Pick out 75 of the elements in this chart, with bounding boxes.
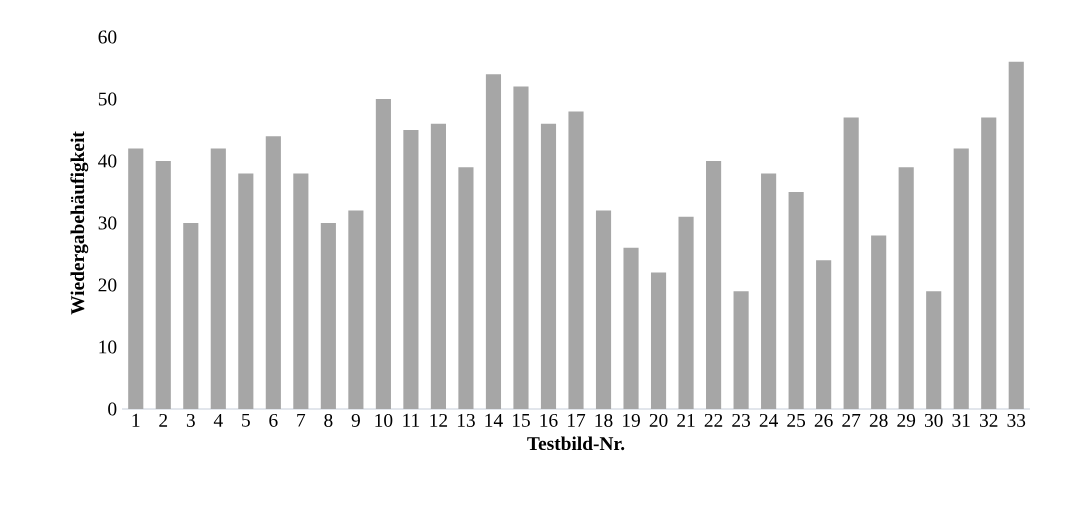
bar xyxy=(843,117,859,409)
x-tick-label: 27 xyxy=(842,413,861,427)
x-tick-label: 7 xyxy=(297,413,306,427)
x-tick-label: 23 xyxy=(732,413,751,427)
bar xyxy=(788,192,804,409)
x-tick-label: 10 xyxy=(375,413,393,427)
bar xyxy=(871,235,887,409)
bar xyxy=(733,291,749,409)
x-tick-label: 15 xyxy=(512,413,530,427)
x-axis-title: Testbild-Nr. xyxy=(527,436,625,451)
x-tick-label: 30 xyxy=(924,413,943,427)
x-tick-label: 26 xyxy=(814,413,833,427)
x-tick-label: 5 xyxy=(242,413,250,427)
y-tick-label: 50 xyxy=(98,92,117,106)
bar xyxy=(403,130,419,409)
y-tick-label: 30 xyxy=(98,216,117,230)
bar xyxy=(678,216,694,409)
bar xyxy=(183,223,199,409)
y-tick-label: 40 xyxy=(98,154,117,168)
bar xyxy=(320,223,336,409)
x-tick-label: 17 xyxy=(568,413,586,427)
x-tick-label: 24 xyxy=(759,413,779,427)
x-tick-label: 19 xyxy=(623,413,640,427)
bar xyxy=(265,136,281,409)
x-tick-label: 3 xyxy=(186,413,195,427)
bar xyxy=(485,74,502,409)
x-tick-label: 8 xyxy=(324,413,333,427)
x-tick-label: 12 xyxy=(430,413,448,427)
bar xyxy=(568,111,584,409)
bar xyxy=(816,260,832,409)
bar xyxy=(706,161,722,409)
y-tick-label: 0 xyxy=(108,402,117,416)
x-tick-label: 32 xyxy=(979,413,998,427)
x-tick-label: 16 xyxy=(540,413,558,427)
bar xyxy=(953,148,969,409)
x-tick-label: 20 xyxy=(649,413,668,427)
y-tick-label: 60 xyxy=(98,30,117,44)
bar xyxy=(128,148,144,409)
bar xyxy=(348,210,364,409)
bar xyxy=(898,167,914,409)
x-tick-label: 14 xyxy=(485,413,503,427)
x-tick-label: 9 xyxy=(351,413,360,427)
x-tick-label: 4 xyxy=(213,413,223,427)
x-tick-label: 31 xyxy=(952,413,970,427)
bar xyxy=(375,99,391,409)
bar xyxy=(513,86,529,409)
x-tick-label: 11 xyxy=(403,413,420,427)
x-tick-label: 28 xyxy=(869,413,888,427)
bar xyxy=(430,123,446,409)
x-tick-label: 29 xyxy=(897,413,916,427)
bar xyxy=(210,148,226,409)
bar xyxy=(926,291,942,409)
y-tick-label: 10 xyxy=(99,340,117,354)
bar xyxy=(293,173,309,409)
bar xyxy=(623,247,639,409)
bar xyxy=(238,173,254,409)
x-tick-label: 25 xyxy=(787,413,806,427)
x-tick-label: 1 xyxy=(132,413,140,427)
x-tick-label: 33 xyxy=(1007,413,1026,427)
bar xyxy=(595,210,612,409)
bar xyxy=(761,173,777,409)
bar xyxy=(981,117,997,409)
bar xyxy=(1008,61,1024,409)
x-tick-label: 18 xyxy=(595,413,613,427)
x-tick-label: 21 xyxy=(677,413,695,427)
bar xyxy=(540,123,557,409)
y-axis-title: Wiedergabehäufigkeit xyxy=(70,131,89,315)
y-tick-label: 20 xyxy=(98,278,117,292)
x-tick-label: 6 xyxy=(269,413,278,427)
x-tick-label: 22 xyxy=(704,413,723,427)
x-tick-label: 13 xyxy=(457,413,475,427)
x-tick-label: 2 xyxy=(159,413,168,427)
bar xyxy=(458,167,474,409)
bar xyxy=(650,272,667,409)
bar xyxy=(155,161,171,409)
